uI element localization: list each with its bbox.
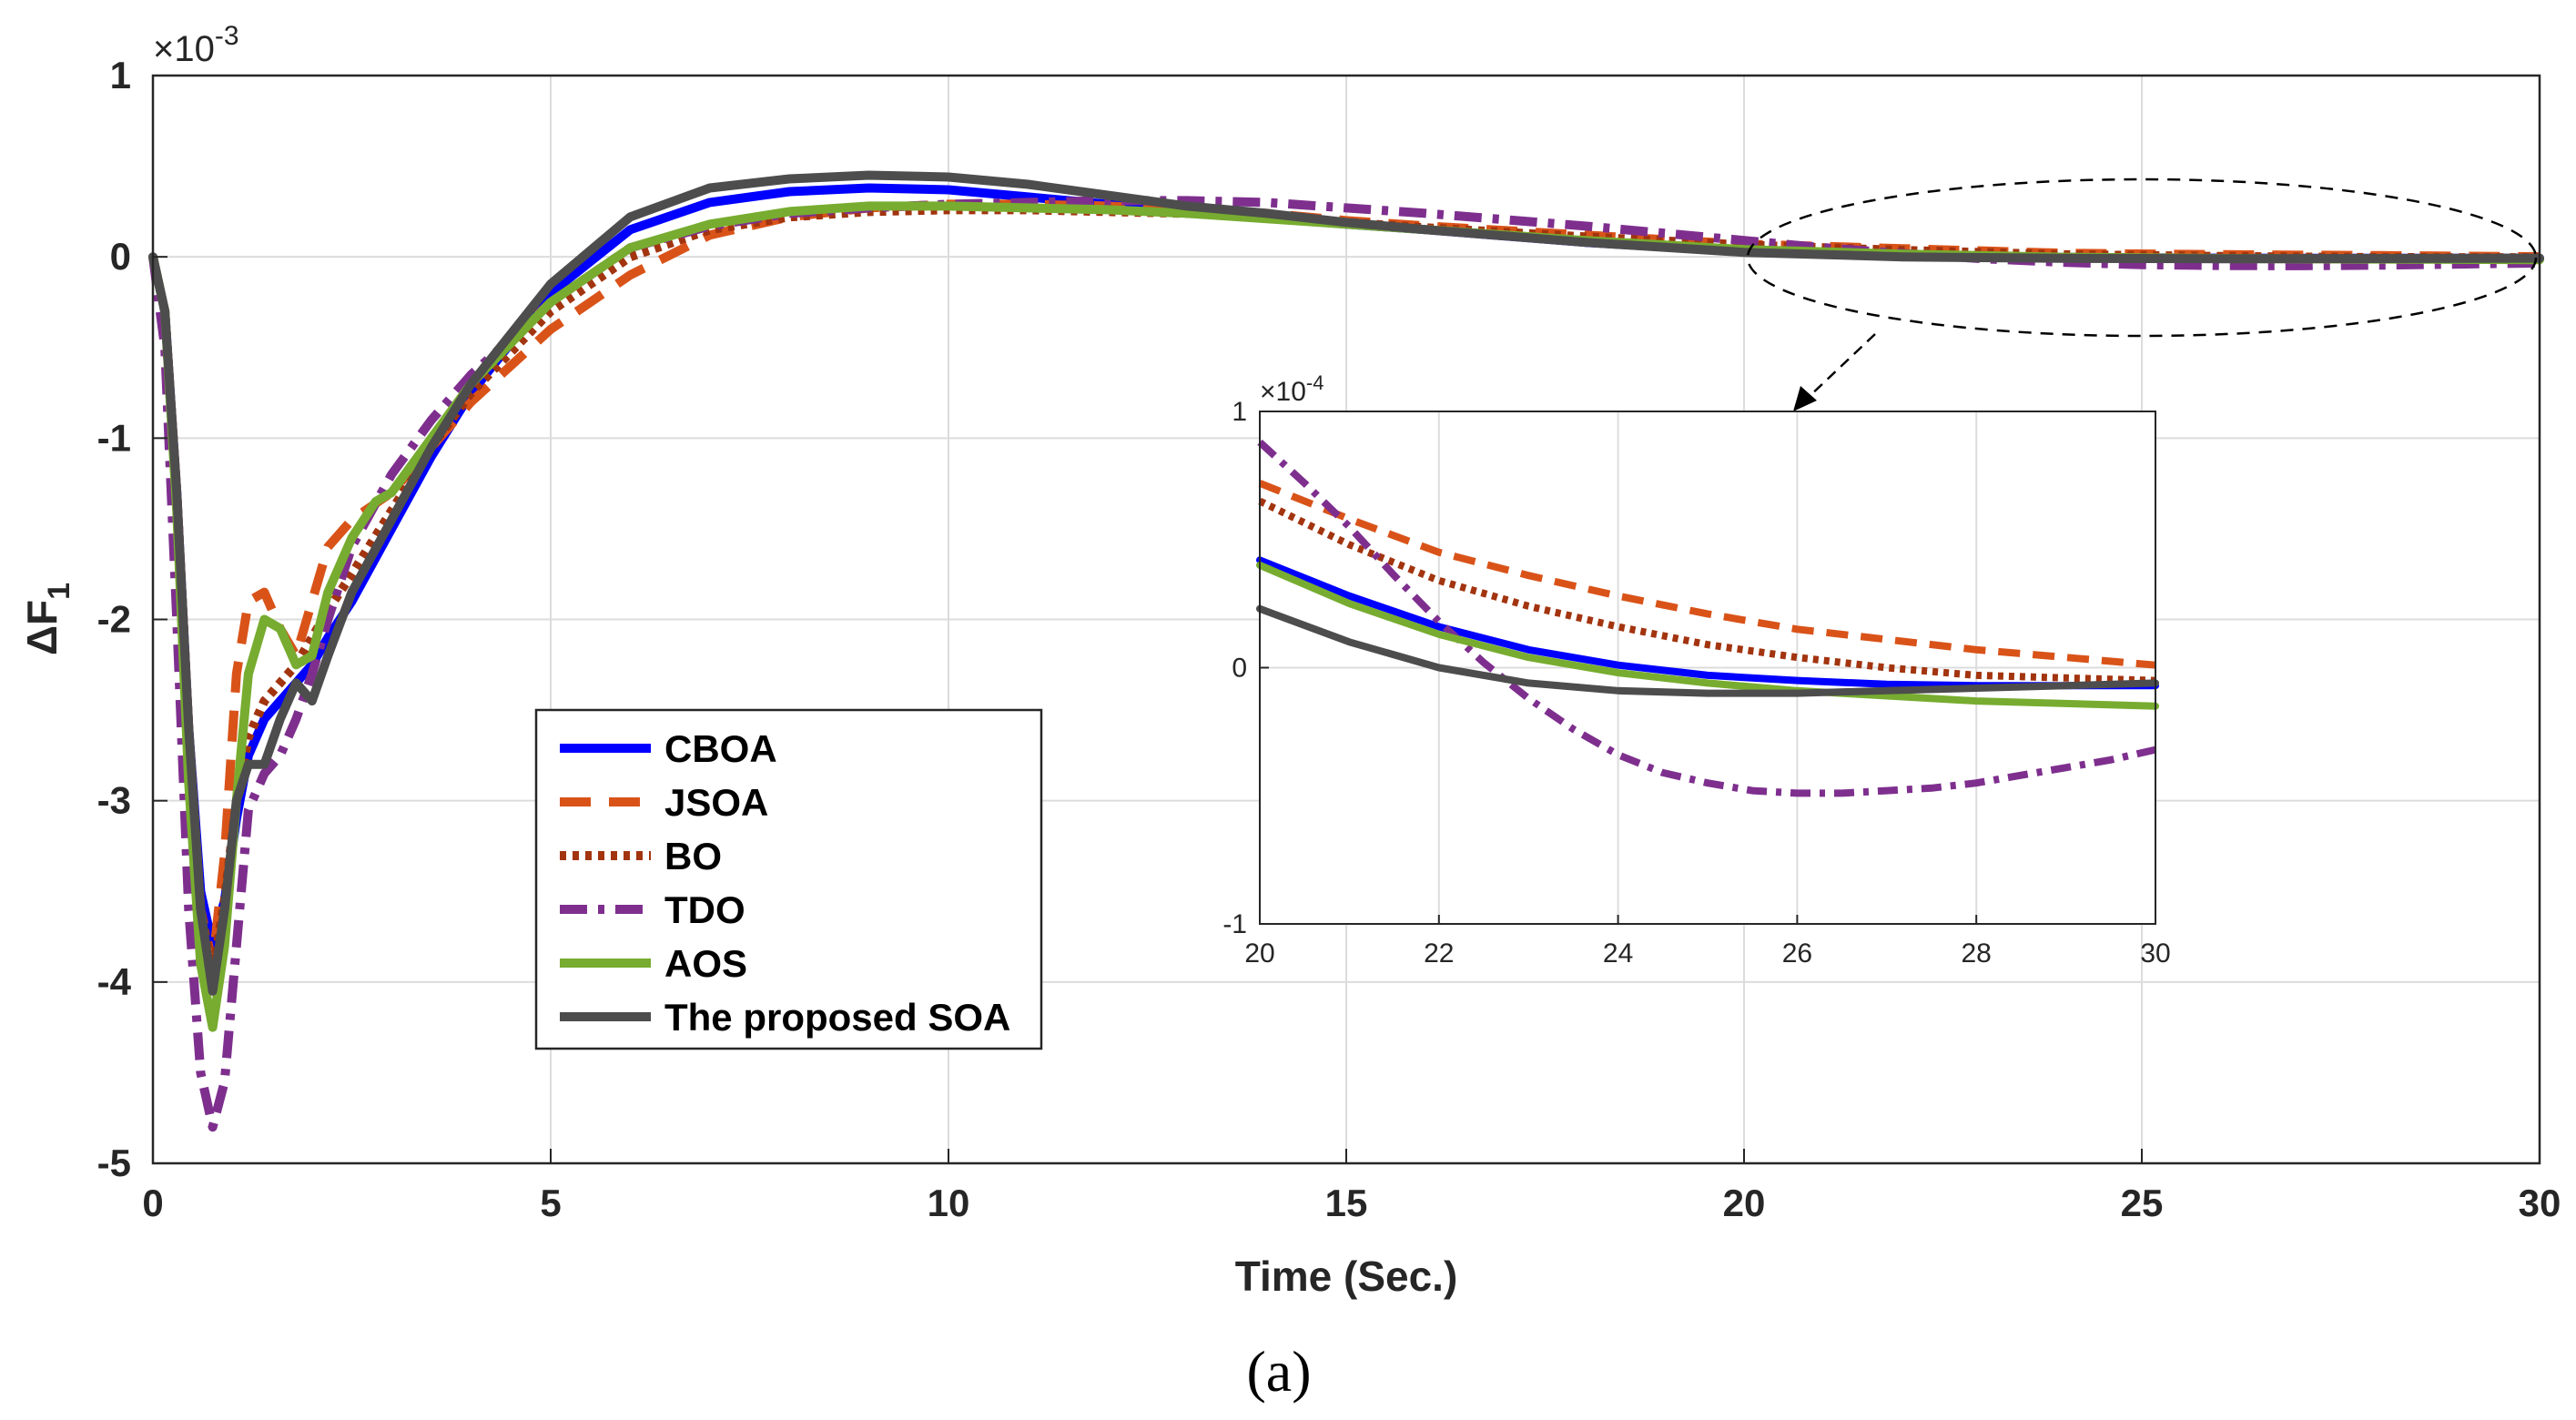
x-tick-label: 20: [1723, 1182, 1766, 1224]
series-line-tdo: [1257, 439, 2156, 797]
legend-label-tdo: TDO: [664, 888, 745, 931]
x-tick-label: 30: [2519, 1182, 2561, 1224]
zoom-arrow-head: [1793, 386, 1817, 411]
main-plot-frame: [151, 74, 2541, 1165]
figure-caption: (a): [1246, 1339, 1311, 1404]
inset-y-multiplier-exponent: -4: [1306, 371, 1324, 394]
series-line-the-proposed-soa: [1256, 604, 2159, 697]
x-tick-label: 26: [1782, 938, 1812, 969]
y-tick-label: 1: [110, 54, 131, 96]
legend-label-cboa: CBOA: [664, 727, 777, 770]
x-tick-label: 20: [1244, 938, 1274, 969]
x-axis-label: Time (Sec.): [1235, 1253, 1458, 1300]
y-tick-label: 0: [1232, 654, 1247, 684]
y-tick-label: -3: [97, 779, 131, 822]
x-tick-label: 24: [1603, 938, 1633, 969]
x-tick-label: 0: [142, 1182, 163, 1224]
x-tick-label: 22: [1424, 938, 1454, 969]
y-tick-label: 0: [110, 235, 131, 278]
y-tick-label: -5: [97, 1141, 131, 1184]
y-multiplier-exponent: -3: [215, 21, 239, 51]
legend: CBOA JSOA BO TDO AOS The proposed SOA: [534, 708, 1043, 1050]
y-tick-label: -4: [97, 960, 132, 1003]
y-axis-label-main: ΔF: [18, 600, 66, 655]
y-tick-label: -2: [97, 598, 131, 641]
legend-label-aos: AOS: [664, 942, 747, 985]
series-line-bo: [1258, 497, 2156, 685]
inset-series-group: [1256, 439, 2159, 797]
inset-plot: 20 22 24 26 28 30 -1 0 1 ×10-4: [1222, 371, 2170, 969]
zoom-ellipse: [1746, 178, 2538, 338]
y-multiplier-base: ×10: [153, 29, 215, 69]
legend-label-bo: BO: [664, 835, 722, 877]
main-series-group: [148, 170, 2544, 1132]
y-tick-label: 1: [1232, 397, 1247, 427]
legend-label-the-proposed-soa: The proposed SOA: [664, 996, 1010, 1039]
inset-y-multiplier-base: ×10: [1260, 377, 1306, 407]
legend-label-jsoa: JSOA: [664, 781, 768, 824]
y-tick-label: -1: [97, 416, 131, 459]
series-line-the-proposed-soa: [148, 170, 2544, 996]
x-tick-label: 5: [540, 1182, 561, 1224]
y-axis-label-subscript: 1: [42, 583, 76, 600]
x-tick-label: 30: [2140, 938, 2170, 969]
inset-frame: [1259, 411, 2156, 925]
x-tick-label: 28: [1962, 938, 1992, 969]
inset-y-multiplier: ×10-4: [1260, 371, 1323, 407]
y-tick-label: -1: [1222, 909, 1247, 939]
legend-entries: CBOA JSOA BO TDO AOS The proposed SOA: [560, 727, 1010, 1039]
series-line-jsoa: [1258, 480, 2156, 669]
x-tick-label: 15: [1325, 1182, 1368, 1224]
x-tick-label: 25: [2121, 1182, 2164, 1224]
y-multiplier: ×10-3: [153, 21, 239, 69]
legend-box: [534, 708, 1043, 1050]
main-ticks: 0 5 10 15 20 25 30-5-4-3-2-101: [97, 54, 2561, 1224]
x-tick-label: 10: [928, 1182, 970, 1224]
zoom-arrow-line: [1806, 333, 1876, 400]
series-line-aos: [1256, 561, 2159, 710]
y-axis-label: ΔF1: [18, 583, 76, 655]
